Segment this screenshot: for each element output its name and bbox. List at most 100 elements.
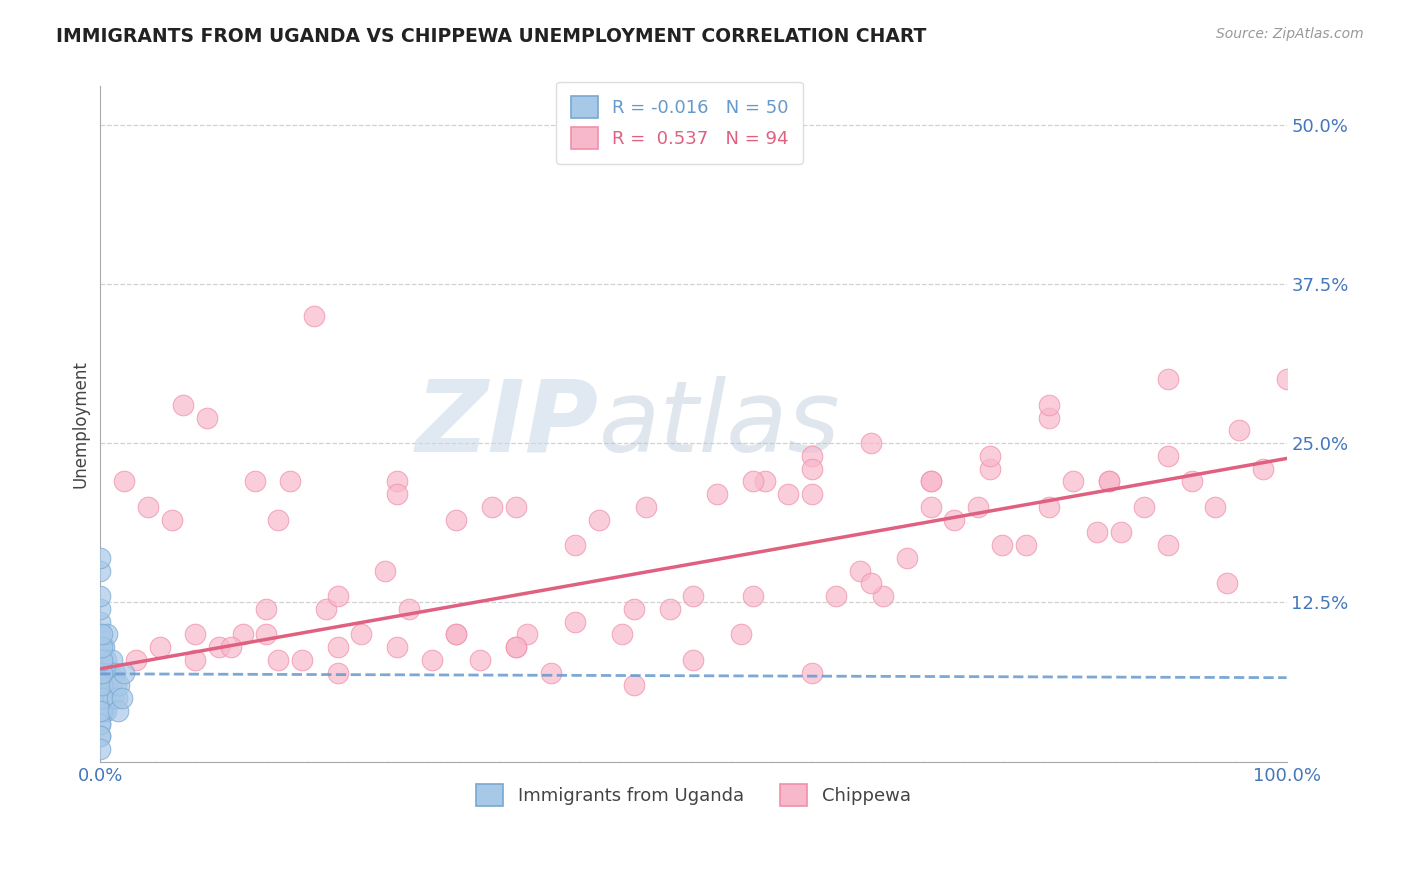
Point: [267, 653, 290, 667]
Point: [254, 602, 277, 616]
Point: [112, 665, 135, 680]
Point: [89, 716, 111, 731]
Point: [634, 500, 657, 514]
Point: [89, 653, 111, 667]
Point: [326, 640, 349, 654]
Point: [89, 589, 111, 603]
Point: [920, 475, 942, 489]
Point: [801, 461, 824, 475]
Point: [682, 653, 704, 667]
Point: [1085, 525, 1108, 540]
Point: [1157, 538, 1180, 552]
Point: [89, 742, 111, 756]
Point: [444, 513, 467, 527]
Point: [103, 665, 125, 680]
Point: [505, 640, 527, 654]
Point: [1251, 461, 1274, 475]
Point: [1157, 372, 1180, 386]
Point: [90, 678, 112, 692]
Point: [801, 487, 824, 501]
Point: [1038, 410, 1060, 425]
Point: [848, 564, 870, 578]
Text: atlas: atlas: [599, 376, 841, 473]
Point: [505, 500, 527, 514]
Point: [108, 678, 131, 692]
Point: [801, 449, 824, 463]
Point: [93, 704, 115, 718]
Point: [623, 678, 645, 692]
Point: [315, 602, 337, 616]
Text: Source: ZipAtlas.com: Source: ZipAtlas.com: [1216, 27, 1364, 41]
Point: [741, 589, 763, 603]
Point: [89, 678, 111, 692]
Point: [398, 602, 420, 616]
Point: [801, 665, 824, 680]
Point: [444, 627, 467, 641]
Point: [90, 665, 112, 680]
Point: [94, 665, 117, 680]
Point: [824, 589, 846, 603]
Point: [89, 564, 111, 578]
Point: [326, 589, 349, 603]
Point: [754, 475, 776, 489]
Point: [920, 500, 942, 514]
Point: [468, 653, 491, 667]
Point: [1204, 500, 1226, 514]
Point: [778, 487, 800, 501]
Point: [91, 653, 114, 667]
Point: [94, 691, 117, 706]
Point: [101, 653, 124, 667]
Point: [1181, 475, 1204, 489]
Point: [89, 665, 111, 680]
Point: [91, 691, 114, 706]
Point: [90, 640, 112, 654]
Point: [896, 550, 918, 565]
Legend: Immigrants from Uganda, Chippewa: Immigrants from Uganda, Chippewa: [470, 777, 918, 814]
Point: [267, 513, 290, 527]
Point: [540, 665, 562, 680]
Point: [112, 475, 135, 489]
Point: [1133, 500, 1156, 514]
Point: [1038, 398, 1060, 412]
Point: [623, 602, 645, 616]
Point: [90, 627, 112, 641]
Point: [195, 410, 218, 425]
Point: [385, 487, 408, 501]
Point: [89, 716, 111, 731]
Point: [96, 653, 118, 667]
Point: [103, 691, 125, 706]
Point: [612, 627, 634, 641]
Point: [682, 589, 704, 603]
Point: [89, 691, 111, 706]
Point: [1109, 525, 1132, 540]
Point: [98, 665, 121, 680]
Point: [1014, 538, 1036, 552]
Point: [91, 665, 114, 680]
Point: [97, 691, 120, 706]
Point: [444, 627, 467, 641]
Point: [516, 627, 538, 641]
Point: [93, 678, 115, 692]
Point: [232, 627, 254, 641]
Point: [89, 627, 111, 641]
Point: [104, 678, 127, 692]
Point: [1038, 500, 1060, 514]
Point: [730, 627, 752, 641]
Point: [105, 691, 128, 706]
Point: [658, 602, 681, 616]
Point: [350, 627, 373, 641]
Point: [160, 513, 183, 527]
Point: [291, 653, 314, 667]
Point: [111, 691, 134, 706]
Point: [254, 627, 277, 641]
Point: [1227, 424, 1250, 438]
Point: [136, 500, 159, 514]
Text: IMMIGRANTS FROM UGANDA VS CHIPPEWA UNEMPLOYMENT CORRELATION CHART: IMMIGRANTS FROM UGANDA VS CHIPPEWA UNEMP…: [56, 27, 927, 45]
Point: [184, 627, 207, 641]
Point: [219, 640, 242, 654]
Point: [89, 729, 111, 743]
Point: [89, 550, 111, 565]
Point: [91, 678, 114, 692]
Point: [90, 704, 112, 718]
Point: [90, 653, 112, 667]
